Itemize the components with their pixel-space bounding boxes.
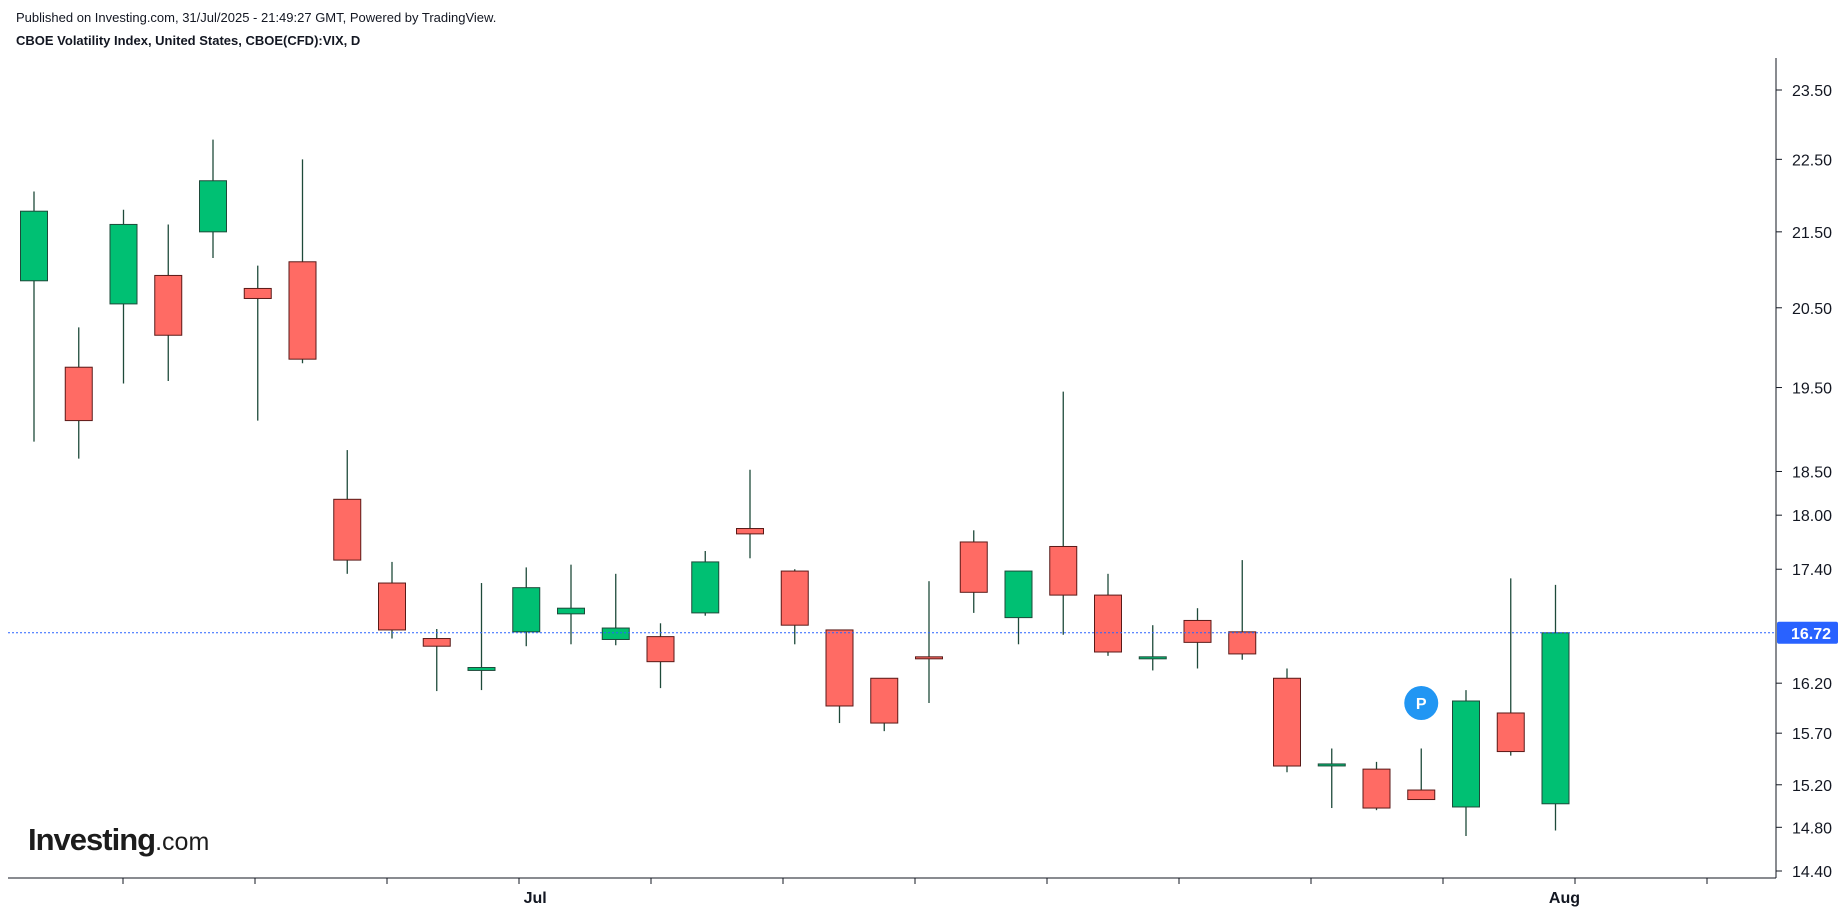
logo-brand: Investing	[28, 822, 156, 857]
candle	[736, 469, 764, 559]
candle-body	[512, 587, 541, 633]
candle-body	[691, 561, 720, 614]
candle-body	[109, 223, 138, 305]
event-marker-icon[interactable]	[1404, 685, 1439, 720]
price-tick-label: 15.70	[1792, 726, 1832, 743]
last-price-badge	[1777, 621, 1838, 644]
price-tick-label: 18.50	[1792, 464, 1832, 481]
candle-body	[154, 274, 183, 336]
time-axis: Jul Aug	[8, 877, 1776, 907]
price-tick-label: 15.20	[1792, 778, 1832, 795]
candle-body	[557, 607, 585, 615]
candle-body	[1138, 656, 1167, 660]
candle	[378, 561, 406, 639]
candle-body	[1004, 570, 1033, 619]
time-tick-label: Jul	[524, 890, 547, 907]
candle	[959, 530, 988, 613]
candle	[1362, 761, 1391, 811]
candle-body	[1452, 700, 1480, 808]
candle-body	[422, 638, 451, 647]
candle-body	[1049, 545, 1078, 596]
price-tick-label: 14.80	[1792, 820, 1832, 837]
candle	[646, 623, 675, 689]
candle-body	[1317, 763, 1346, 767]
candle-body	[870, 677, 899, 724]
candle	[825, 629, 854, 724]
candle	[1228, 560, 1257, 660]
candle	[915, 581, 943, 703]
price-tick-label: 18.00	[1792, 508, 1832, 525]
candle	[601, 573, 630, 646]
price-tick-label: 16.20	[1792, 676, 1832, 693]
candle-body	[20, 210, 48, 282]
overlays: 16.72 P	[8, 621, 1838, 720]
candle	[1407, 748, 1436, 801]
time-tick-label: Aug	[1549, 890, 1580, 907]
instrument-title: CBOE Volatility Index, United States, CB…	[16, 33, 361, 48]
candle	[1049, 391, 1078, 635]
price-axis: 23.50 22.50 21.50 20.50 19.50 18.50 18.00 17.40…	[1775, 58, 1832, 881]
candle-body	[243, 287, 272, 299]
candle-body	[1362, 768, 1391, 809]
price-tick-label: 22.50	[1792, 152, 1832, 169]
candle	[109, 209, 138, 384]
candle	[288, 159, 317, 364]
candle	[333, 450, 362, 574]
candle	[467, 583, 496, 691]
price-tick-label: 21.50	[1792, 225, 1832, 242]
candle	[512, 567, 541, 647]
candle	[199, 139, 227, 259]
price-tick-label: 17.40	[1792, 562, 1832, 579]
candle-body	[199, 180, 227, 233]
candle	[1496, 578, 1525, 756]
candle-body	[333, 498, 362, 561]
candle-body	[780, 570, 809, 626]
published-note: Published on Investing.com, 31/Jul/2025 …	[16, 10, 497, 25]
candle-body	[646, 636, 675, 663]
candle	[1138, 625, 1167, 671]
price-tick-label: 20.50	[1792, 301, 1832, 318]
candle-body	[378, 582, 406, 631]
candle	[780, 569, 809, 645]
candle	[64, 327, 93, 459]
candle	[1541, 584, 1570, 831]
price-tick-label: 23.50	[1792, 83, 1832, 100]
candle	[691, 551, 720, 616]
candle-body	[1094, 594, 1122, 653]
candle	[1273, 668, 1301, 773]
candle	[557, 564, 585, 645]
candle	[243, 265, 272, 421]
event-marker-label: P	[1416, 696, 1427, 713]
candle-body	[288, 261, 317, 360]
candle-body	[915, 656, 943, 660]
last-price-label: 16.72	[1791, 626, 1831, 643]
candle-body	[1228, 631, 1257, 655]
candle-body	[1183, 619, 1212, 643]
candle-body	[1273, 677, 1301, 767]
candle-body	[736, 528, 764, 535]
candle	[154, 224, 183, 382]
candle	[1452, 690, 1480, 836]
price-tick-label: 19.50	[1792, 381, 1832, 398]
candle	[1183, 608, 1212, 669]
candle-body	[467, 667, 496, 671]
candle	[870, 677, 899, 732]
candle	[1317, 748, 1346, 809]
candle-body	[1407, 789, 1436, 801]
candle	[422, 628, 451, 692]
candles	[20, 139, 1570, 836]
candle-body	[64, 366, 93, 422]
candle-body	[1496, 712, 1525, 753]
investing-logo: Investing.com	[28, 822, 209, 858]
candle-body	[601, 627, 630, 640]
price-tick-label: 14.40	[1792, 864, 1832, 881]
candle-body	[825, 629, 854, 707]
candle-body	[1541, 632, 1570, 805]
candle	[20, 191, 48, 442]
candle-body	[959, 541, 988, 593]
logo-suffix: .com	[155, 828, 210, 856]
candle	[1094, 573, 1122, 656]
candle	[1004, 570, 1033, 645]
